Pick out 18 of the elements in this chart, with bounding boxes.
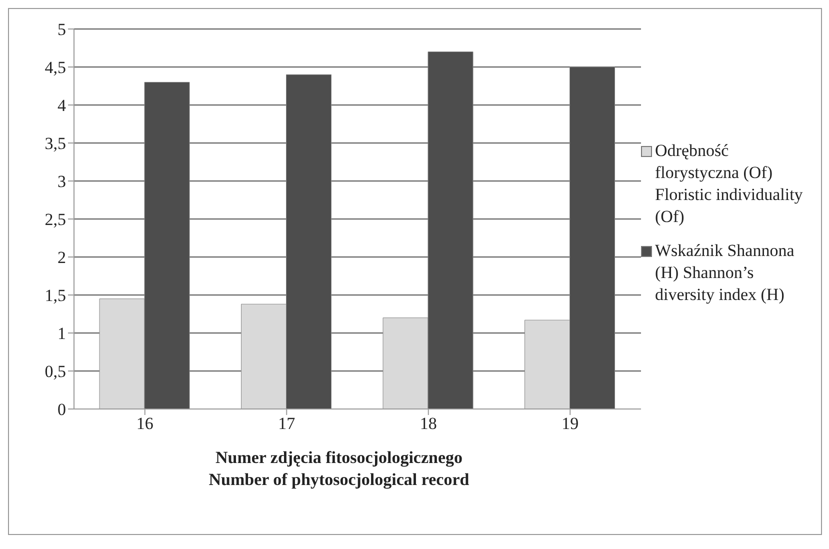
legend-label: Wskaźnik Shannona (H) Shannon’s diversity index (H) [655,240,796,306]
y-tick-label: 0,5 [44,362,66,382]
x-tick-label: 18 [420,414,437,434]
x-tick-label: 17 [278,414,296,434]
y-tick-label: 5 [58,20,66,40]
y-tick-label: 2,5 [44,210,66,230]
x-tick-label: 19 [562,414,579,434]
y-tick-label: 3,5 [44,134,66,154]
x-tick-label: 16 [136,414,154,434]
x-axis-title: Numer zdjęcia fitosocjologicznego Number of phytosocjological record [208,447,470,491]
legend-label: Odrębność florystyczna (Of) Floristic individuality (Of) [655,140,804,228]
y-tick-label: 4,5 [44,58,66,78]
y-tick-label: 4 [58,96,66,116]
y-tick-label: 1,5 [44,286,66,306]
y-tick-label: 1 [58,324,66,344]
y-tick-label: 2 [58,248,66,268]
y-tick-label: 3 [58,172,66,192]
y-tick-label: 0 [58,400,66,420]
